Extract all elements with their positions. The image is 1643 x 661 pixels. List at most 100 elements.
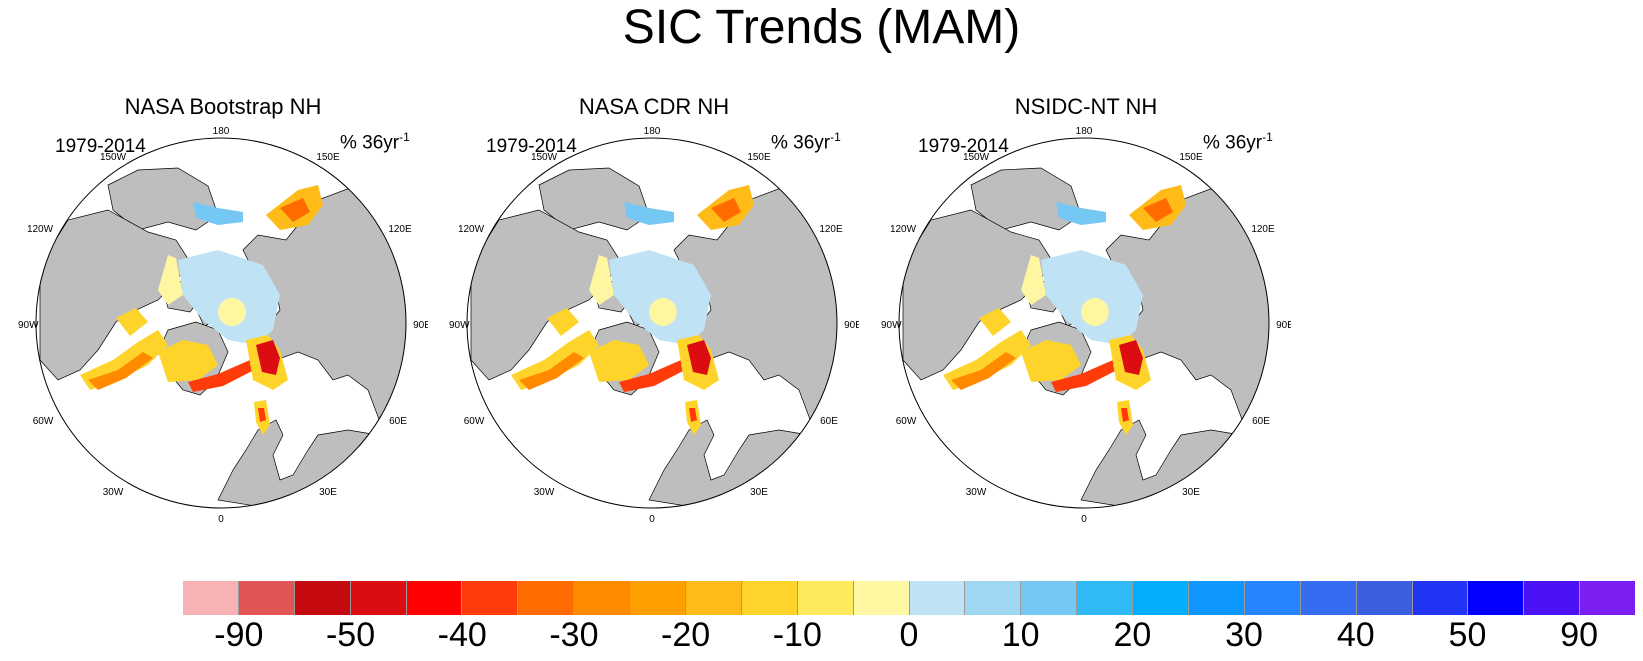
longitude-label: 120W (890, 224, 917, 235)
sea-ice-trend-region (511, 330, 599, 390)
colorbar-box (853, 581, 910, 615)
sea-ice-trend-region (609, 250, 711, 345)
colorbar-box (462, 581, 519, 615)
colorbar-box (294, 581, 351, 615)
figure-title: SIC Trends (MAM) (622, 1, 1021, 54)
longitude-label: 90W (881, 320, 902, 331)
longitude-label: 150W (531, 152, 558, 163)
sea-ice-trend-region (547, 308, 579, 336)
map-boundary (466, 137, 838, 509)
colorbar-labels: -90 -50 -40 -30 -20 -10 0 10 20 30 40 50 90 (183, 616, 1635, 660)
sea-ice-trend-region (519, 352, 584, 390)
polar-map: 180 150E 120E 90E 60E 30E 0 30W 60W 90W 120W 150W (881, 126, 1291, 525)
sea-ice-trend-region (1121, 408, 1129, 422)
sea-ice-trend-region (619, 360, 685, 392)
landmass (470, 209, 622, 381)
longitude-label: 90E (1276, 320, 1291, 331)
longitude-label: 0 (649, 514, 655, 525)
panel-title: NASA Bootstrap NH (124, 94, 322, 119)
longitude-label: 150W (100, 152, 127, 163)
longitude-label: 150E (1179, 152, 1203, 163)
colorbar-tick-label: 20 (1113, 616, 1152, 654)
longitude-label: 30E (319, 487, 337, 498)
colorbar-tick-label: 40 (1336, 616, 1375, 654)
colorbar-box (1244, 581, 1301, 615)
colorbar-tick-label: -30 (549, 616, 599, 654)
colorbar-tick-label: -40 (437, 616, 487, 654)
colorbar-tick-label: 30 (1225, 616, 1263, 654)
sea-ice-trend-region (689, 408, 697, 422)
sea-ice-trend-region (624, 202, 674, 225)
sea-ice-trend-region (1021, 340, 1081, 382)
panel-title: NASA CDR NH (578, 94, 730, 119)
colorbar-box (965, 581, 1022, 615)
sea-ice-trend-region (687, 340, 711, 375)
sea-ice-trend-region (951, 352, 1016, 390)
colorbar-box (350, 581, 407, 615)
sea-ice-trend-region (979, 308, 1011, 336)
longitude-label: 60W (464, 416, 485, 427)
longitude-label: 90W (18, 320, 39, 331)
colorbar-tick-label: 50 (1448, 616, 1487, 654)
longitude-label: 30W (103, 487, 124, 498)
longitude-label: 150W (963, 152, 990, 163)
colorbar-tick-label: 90 (1560, 616, 1599, 654)
colorbar-box (686, 581, 742, 615)
colorbar-box (1077, 581, 1134, 615)
sea-ice-trend-region (1041, 250, 1143, 345)
period-label: 1979-2014 (55, 136, 146, 157)
colorbar-box (1524, 581, 1581, 615)
sea-ice-trend-region (280, 198, 310, 222)
longitude-label: 120E (819, 224, 843, 235)
colorbar (183, 581, 1636, 615)
colorbar-box (1580, 581, 1636, 615)
longitude-label: 120W (27, 224, 54, 235)
colorbar-box (518, 581, 575, 615)
sea-ice-trend-region (589, 255, 614, 305)
colorbar-tick-label: -90 (214, 616, 264, 654)
sea-ice-trend-region (88, 352, 153, 390)
colorbar-tick-label: 10 (1001, 616, 1040, 654)
map-boundary (898, 137, 1270, 509)
longitude-label: 60W (33, 416, 54, 427)
sea-ice-trend-region (256, 340, 280, 375)
longitude-label: 60E (1252, 416, 1270, 427)
longitude-label: 60E (389, 416, 407, 427)
sea-ice-trend-region (1051, 360, 1117, 392)
longitude-label: 120W (458, 224, 485, 235)
sea-ice-trend-region (116, 308, 148, 336)
sea-ice-trend-region (258, 408, 266, 422)
sea-ice-trend-region (1021, 255, 1046, 305)
sea-ice-trend-region (649, 298, 677, 326)
colorbar-box (183, 581, 239, 615)
sea-ice-trend-region (193, 202, 243, 225)
longitude-label: 60W (896, 416, 917, 427)
colorbar-box (238, 581, 295, 615)
colorbar-box (406, 581, 463, 615)
sea-ice-trend-region (188, 360, 254, 392)
longitude-label: 120E (388, 224, 412, 235)
sea-ice-trend-region (158, 255, 183, 305)
units-label: % 36yr-1 (771, 130, 841, 154)
colorbar-tick-label: 0 (899, 616, 919, 654)
sea-ice-trend-region (158, 340, 218, 382)
polar-map: 180 150E 120E 90E 60E 30E 0 30W 60W 90W 120W 150W (18, 126, 428, 525)
colorbar-box (630, 581, 687, 615)
longitude-label: 90W (449, 320, 470, 331)
colorbar-box (741, 581, 798, 615)
units-label: % 36yr-1 (1203, 130, 1273, 154)
colorbar-tick-label: -20 (661, 616, 711, 654)
sea-ice-trend-region (218, 298, 246, 326)
sea-ice-trend-region (178, 250, 280, 345)
period-label: 1979-2014 (918, 136, 1009, 157)
map-panel-nsidc-nt: 180 150E 120E 90E 60E 30E 0 30W 60W 90W 120W 150W N… (881, 90, 1291, 530)
colorbar-box (909, 581, 966, 615)
colorbar-tick-label: -50 (325, 616, 376, 654)
longitude-label: 0 (1081, 514, 1087, 525)
longitude-label: 180 (644, 126, 661, 137)
landmass (39, 209, 191, 381)
colorbar-box (574, 581, 631, 615)
colorbar-box (1133, 581, 1190, 615)
longitude-label: 90E (844, 320, 859, 331)
sea-ice-trend-region (1119, 340, 1143, 375)
